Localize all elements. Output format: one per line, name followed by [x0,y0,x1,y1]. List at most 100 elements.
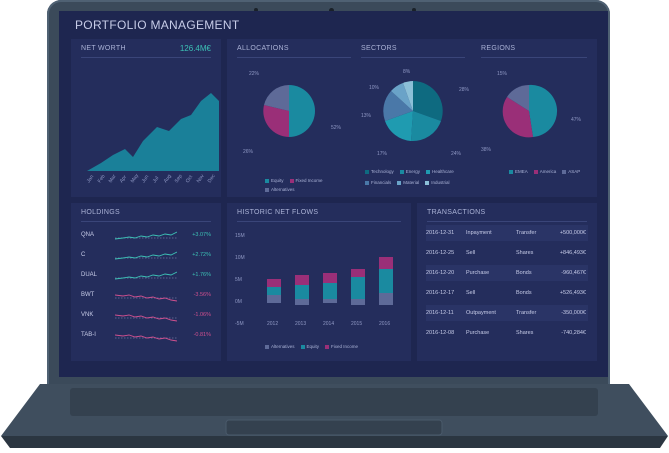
panel-title: TRANSACTIONS [427,209,486,216]
transaction-row[interactable]: 2016-12-11 Outpayment Transfer -350,000€ [426,305,588,321]
transaction-kind: Transfer [516,310,537,316]
pie-label: 8% [403,69,411,75]
legend-item: Technology [365,169,394,174]
legend-item: Energy [399,169,421,174]
bar-segment-alternatives [379,293,393,305]
divider [81,221,211,222]
allocations-pie-chart: 22% 26% 52% [243,71,342,155]
transaction-row[interactable]: 2016-12-31 Inpayment Transfer +500,000€ [426,225,588,241]
pie-label: 24% [451,151,462,157]
transaction-type: Purchase [466,330,490,336]
allocations-panel: ALLOCATIONS SECTORS REGIONS 22% 26% 52% … [227,39,597,197]
bar-2012 [267,279,281,303]
y-tick-label: 15M [235,233,245,239]
legend-item: Industrial [425,180,450,185]
legend-label: Financials [371,180,392,185]
pie-slice-emea [529,84,558,137]
net-flows-bar-chart: 15M 10M 5M 0M -5M [235,233,393,327]
legend-label: Alternatives [271,187,295,192]
bar-segment-fixed-income [323,273,337,283]
transaction-kind: Bonds [516,290,532,296]
bar-2013 [295,275,309,305]
y-tick-label: -5M [235,321,244,327]
bar-segment-equity [351,277,365,299]
laptop-base [1,384,668,448]
holding-row[interactable]: TAB-I -0.81% [81,329,211,343]
transaction-type: Outpayment [466,310,496,316]
bar-segment-fixed-income [379,257,393,269]
month-tick-label: May [130,173,141,185]
bar-segment-equity [267,287,281,295]
holding-sparkline [115,294,177,302]
transaction-date: 2016-12-20 [426,270,455,276]
holding-row[interactable]: VNK -1.06% [81,309,211,323]
panel-title: HISTORIC NET FLOWS [237,209,319,216]
holding-sparkline [115,231,177,240]
legend-label: Equity [306,344,320,349]
legend-item: Material [397,180,419,185]
sectors-legend: Technology Energy Healthcare Financials … [365,169,473,185]
holding-row[interactable]: QNA +3.07% [81,229,211,243]
legend-label: Equity [271,178,284,183]
holding-ticker: TAB-I [81,332,96,338]
holding-change: -3.56% [193,292,211,298]
x-tick-label: 2015 [351,321,362,327]
legend-item: Equity [265,178,284,183]
net-worth-area [87,93,219,171]
y-tick-label: 5M [235,277,242,283]
legend-label: America [539,169,557,174]
transaction-amount: -350,000€ [561,310,586,316]
bar-segment-alternatives [323,299,337,303]
month-tick-label: Oct [185,174,195,184]
legend-item: Healthcare [426,169,454,174]
month-tick-label: Jul [152,175,161,184]
bar-segment-equity [379,269,393,293]
holding-row[interactable]: BWT -3.56% [81,289,211,303]
transaction-kind: Bonds [516,270,532,276]
transaction-row[interactable]: 2016-12-17 Sell Bonds +526,493€ [426,285,588,301]
transaction-kind: Shares [516,250,534,256]
bar-segment-equity [323,283,337,299]
pie-label: 17% [377,151,388,157]
net-flows-panel: HISTORIC NET FLOWS 15M 10M 5M 0M -5M [227,203,411,361]
bar-segment-alternatives [351,299,365,305]
pie-slice-alternatives [264,85,289,111]
pie-label: 22% [249,71,260,77]
legend-item: Fixed Income [289,178,323,183]
transaction-row[interactable]: 2016-12-08 Purchase Shares -740,284€ [426,325,588,341]
transaction-row[interactable]: 2016-12-25 Sell Shares +846,493€ [426,245,588,261]
holding-row[interactable]: C +2.72% [81,249,211,263]
holding-ticker: DUAL [81,272,98,278]
holding-sparkline [115,271,177,280]
x-tick-label: 2013 [295,321,306,327]
transaction-amount: +846,493€ [559,250,586,256]
holding-row[interactable]: DUAL +1.76% [81,269,211,283]
divider [237,57,351,58]
legend-label: Energy [405,169,421,174]
bar-segment-fixed-income [295,275,309,285]
pie-label: 47% [571,117,582,123]
holding-change: +3.07% [192,232,211,238]
sectors-pie-chart: 8% 10% 28% 13% 17% 24% [361,69,470,157]
regions-title: REGIONS [481,45,516,52]
pie-label: 28% [459,87,470,93]
month-tick-label: Dec [207,173,217,184]
month-tick-label: Mar [108,173,118,184]
keyboard [70,388,598,416]
bar-segment-alternatives [295,299,309,305]
pie-slice-america [502,97,533,138]
legend-item: Fixed Income [325,344,358,349]
transaction-type: Purchase [466,270,490,276]
transaction-date: 2016-12-17 [426,290,455,296]
sensor-dot [254,8,258,12]
sensor-dot [412,8,416,12]
transaction-row[interactable]: 2016-12-20 Purchase Bonds -960,467€ [426,265,588,281]
pie-slice [383,91,413,121]
x-tick-label: 2012 [267,321,278,327]
transaction-type: Sell [466,250,476,256]
holdings-panel: HOLDINGS QNA +3.07% C +2.72% DUAL +1.76% BWT -3… [71,203,221,361]
legend-label: Healthcare [432,169,454,174]
transaction-kind: Transfer [516,230,537,236]
legend-label: Technology [371,169,394,174]
legend-item: ASAP [562,169,580,174]
